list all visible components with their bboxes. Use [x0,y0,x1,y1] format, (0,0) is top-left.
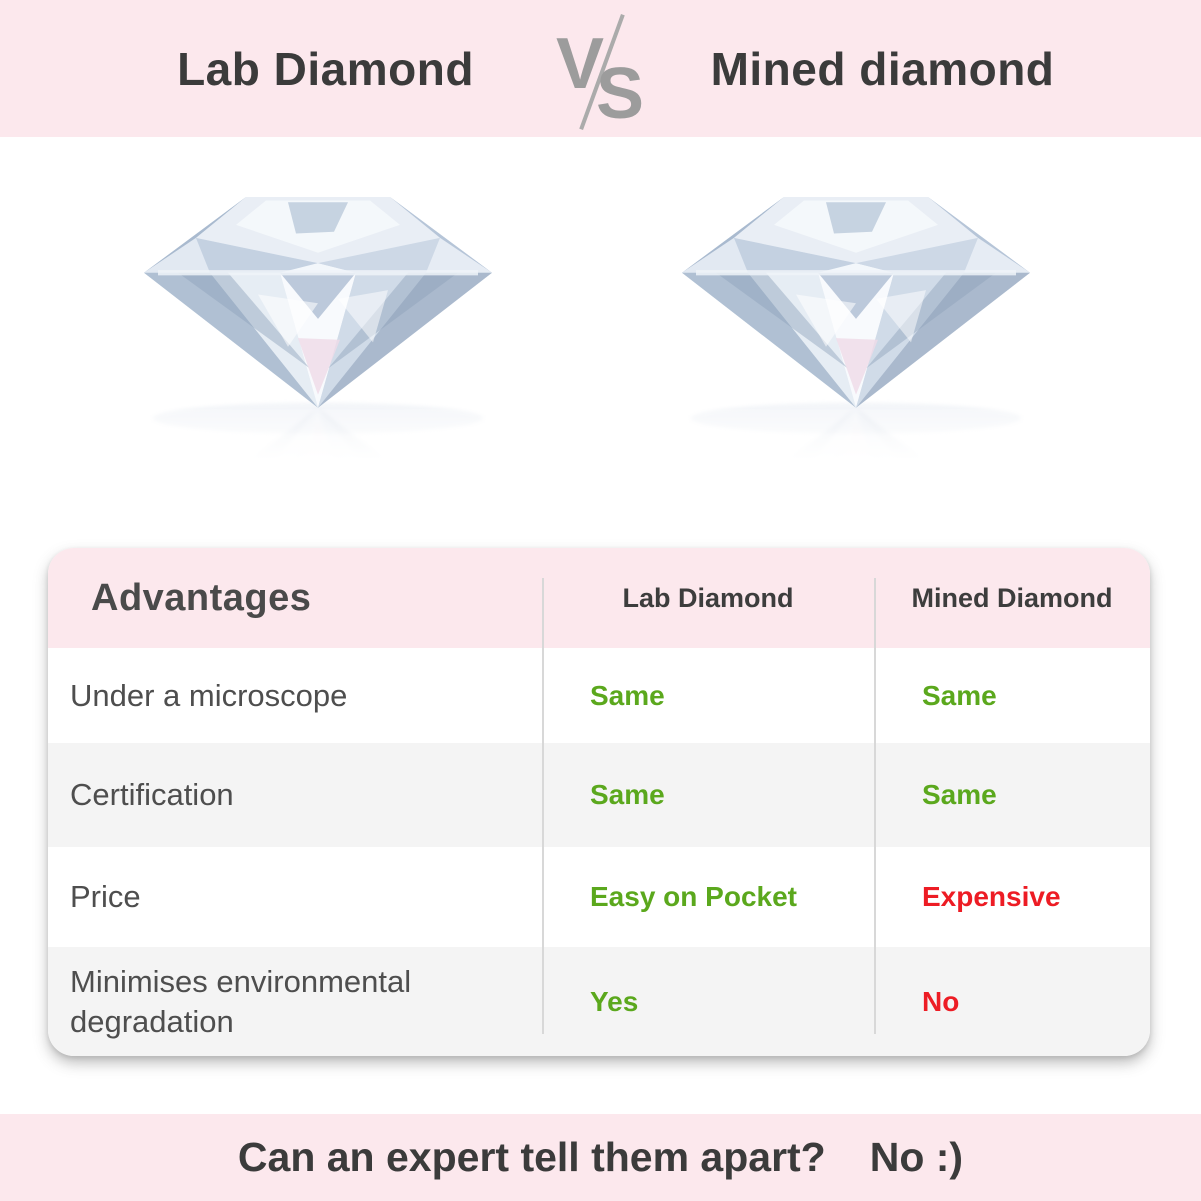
comparison-table: Advantages Lab Diamond Mined Diamond Und… [48,548,1150,1056]
mined-value: Same [922,679,997,711]
column-header-lab: Lab Diamond [622,582,794,613]
column-divider [874,578,876,1034]
advantages-heading: Advantages [91,576,312,619]
mined-value: Expensive [922,881,1061,912]
mined-diamond-image [676,196,1036,460]
table-row: Certification Same Same [48,743,1150,847]
row-label: Certification [70,777,234,813]
column-header-mined: Mined Diamond [911,582,1113,613]
left-title: Lab Diamond [177,42,474,95]
table-row: Price Easy on Pocket Expensive [48,847,1150,947]
lab-diamond-image [138,196,498,460]
row-label: Minimises environmental degradation [70,963,412,1039]
mined-value: Same [922,779,997,810]
vs-mark: V S [548,6,660,134]
footer-answer: No :) [869,1134,964,1180]
lab-value: Same [590,679,665,711]
right-title: Mined diamond [710,42,1055,95]
table-header-row: Advantages Lab Diamond Mined Diamond [48,548,1150,648]
table-row: Under a microscope Same Same [48,648,1150,743]
row-label: Price [70,879,141,915]
lab-value: Easy on Pocket [590,881,797,912]
vs-letter-s: S [596,54,645,134]
row-label: Under a microscope [70,677,348,713]
lab-value: Yes [590,985,639,1017]
footer-question: Can an expert tell them apart? [237,1134,826,1180]
lab-value: Same [590,779,665,810]
table-row: Minimises environmental degradation Yes … [48,947,1150,1056]
footer-band: Can an expert tell them apart? No :) [0,1114,1201,1201]
column-divider [542,578,544,1034]
mined-value: No [922,985,960,1017]
